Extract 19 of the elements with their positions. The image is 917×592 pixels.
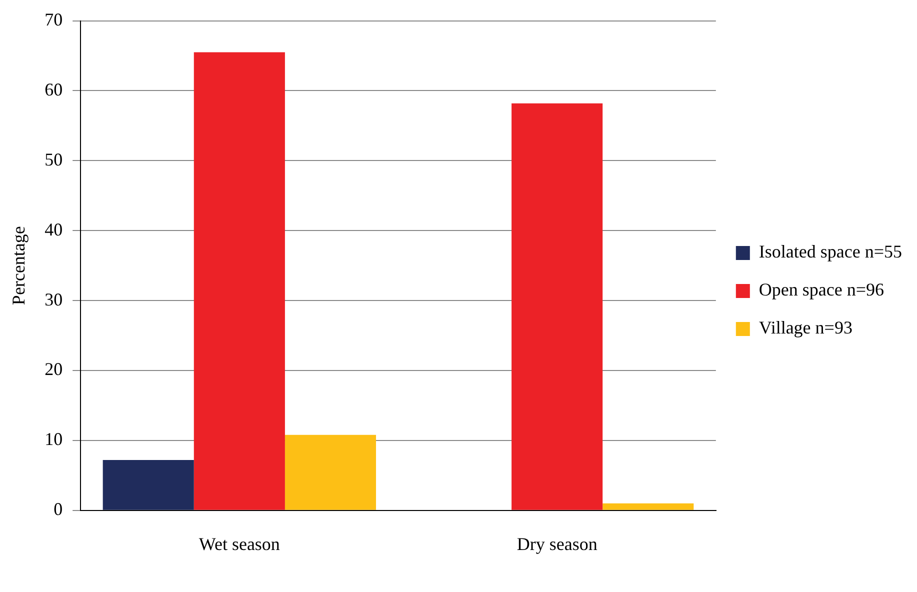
y-tick-label: 0 [54, 499, 63, 520]
y-tick-label: 10 [44, 429, 63, 450]
bar [194, 52, 285, 510]
x-tick-label: Wet season [198, 534, 280, 554]
bar [102, 460, 194, 510]
legend-label: Village n=93 [758, 318, 852, 338]
bar [602, 503, 694, 510]
y-tick-label: 20 [44, 359, 63, 380]
y-tick-label: 60 [44, 79, 63, 100]
y-tick-label: 70 [44, 10, 63, 30]
bar [512, 103, 603, 510]
bar [284, 434, 376, 510]
y-tick-label: 50 [44, 149, 63, 170]
y-axis-title: Percentage [8, 226, 29, 306]
legend-label: Open space n=96 [758, 280, 884, 300]
y-tick-label: 30 [44, 289, 63, 310]
y-tick-label: 40 [44, 219, 63, 240]
legend-label: Isolated space n=55 [758, 242, 902, 262]
x-tick-label: Dry season [516, 534, 598, 554]
